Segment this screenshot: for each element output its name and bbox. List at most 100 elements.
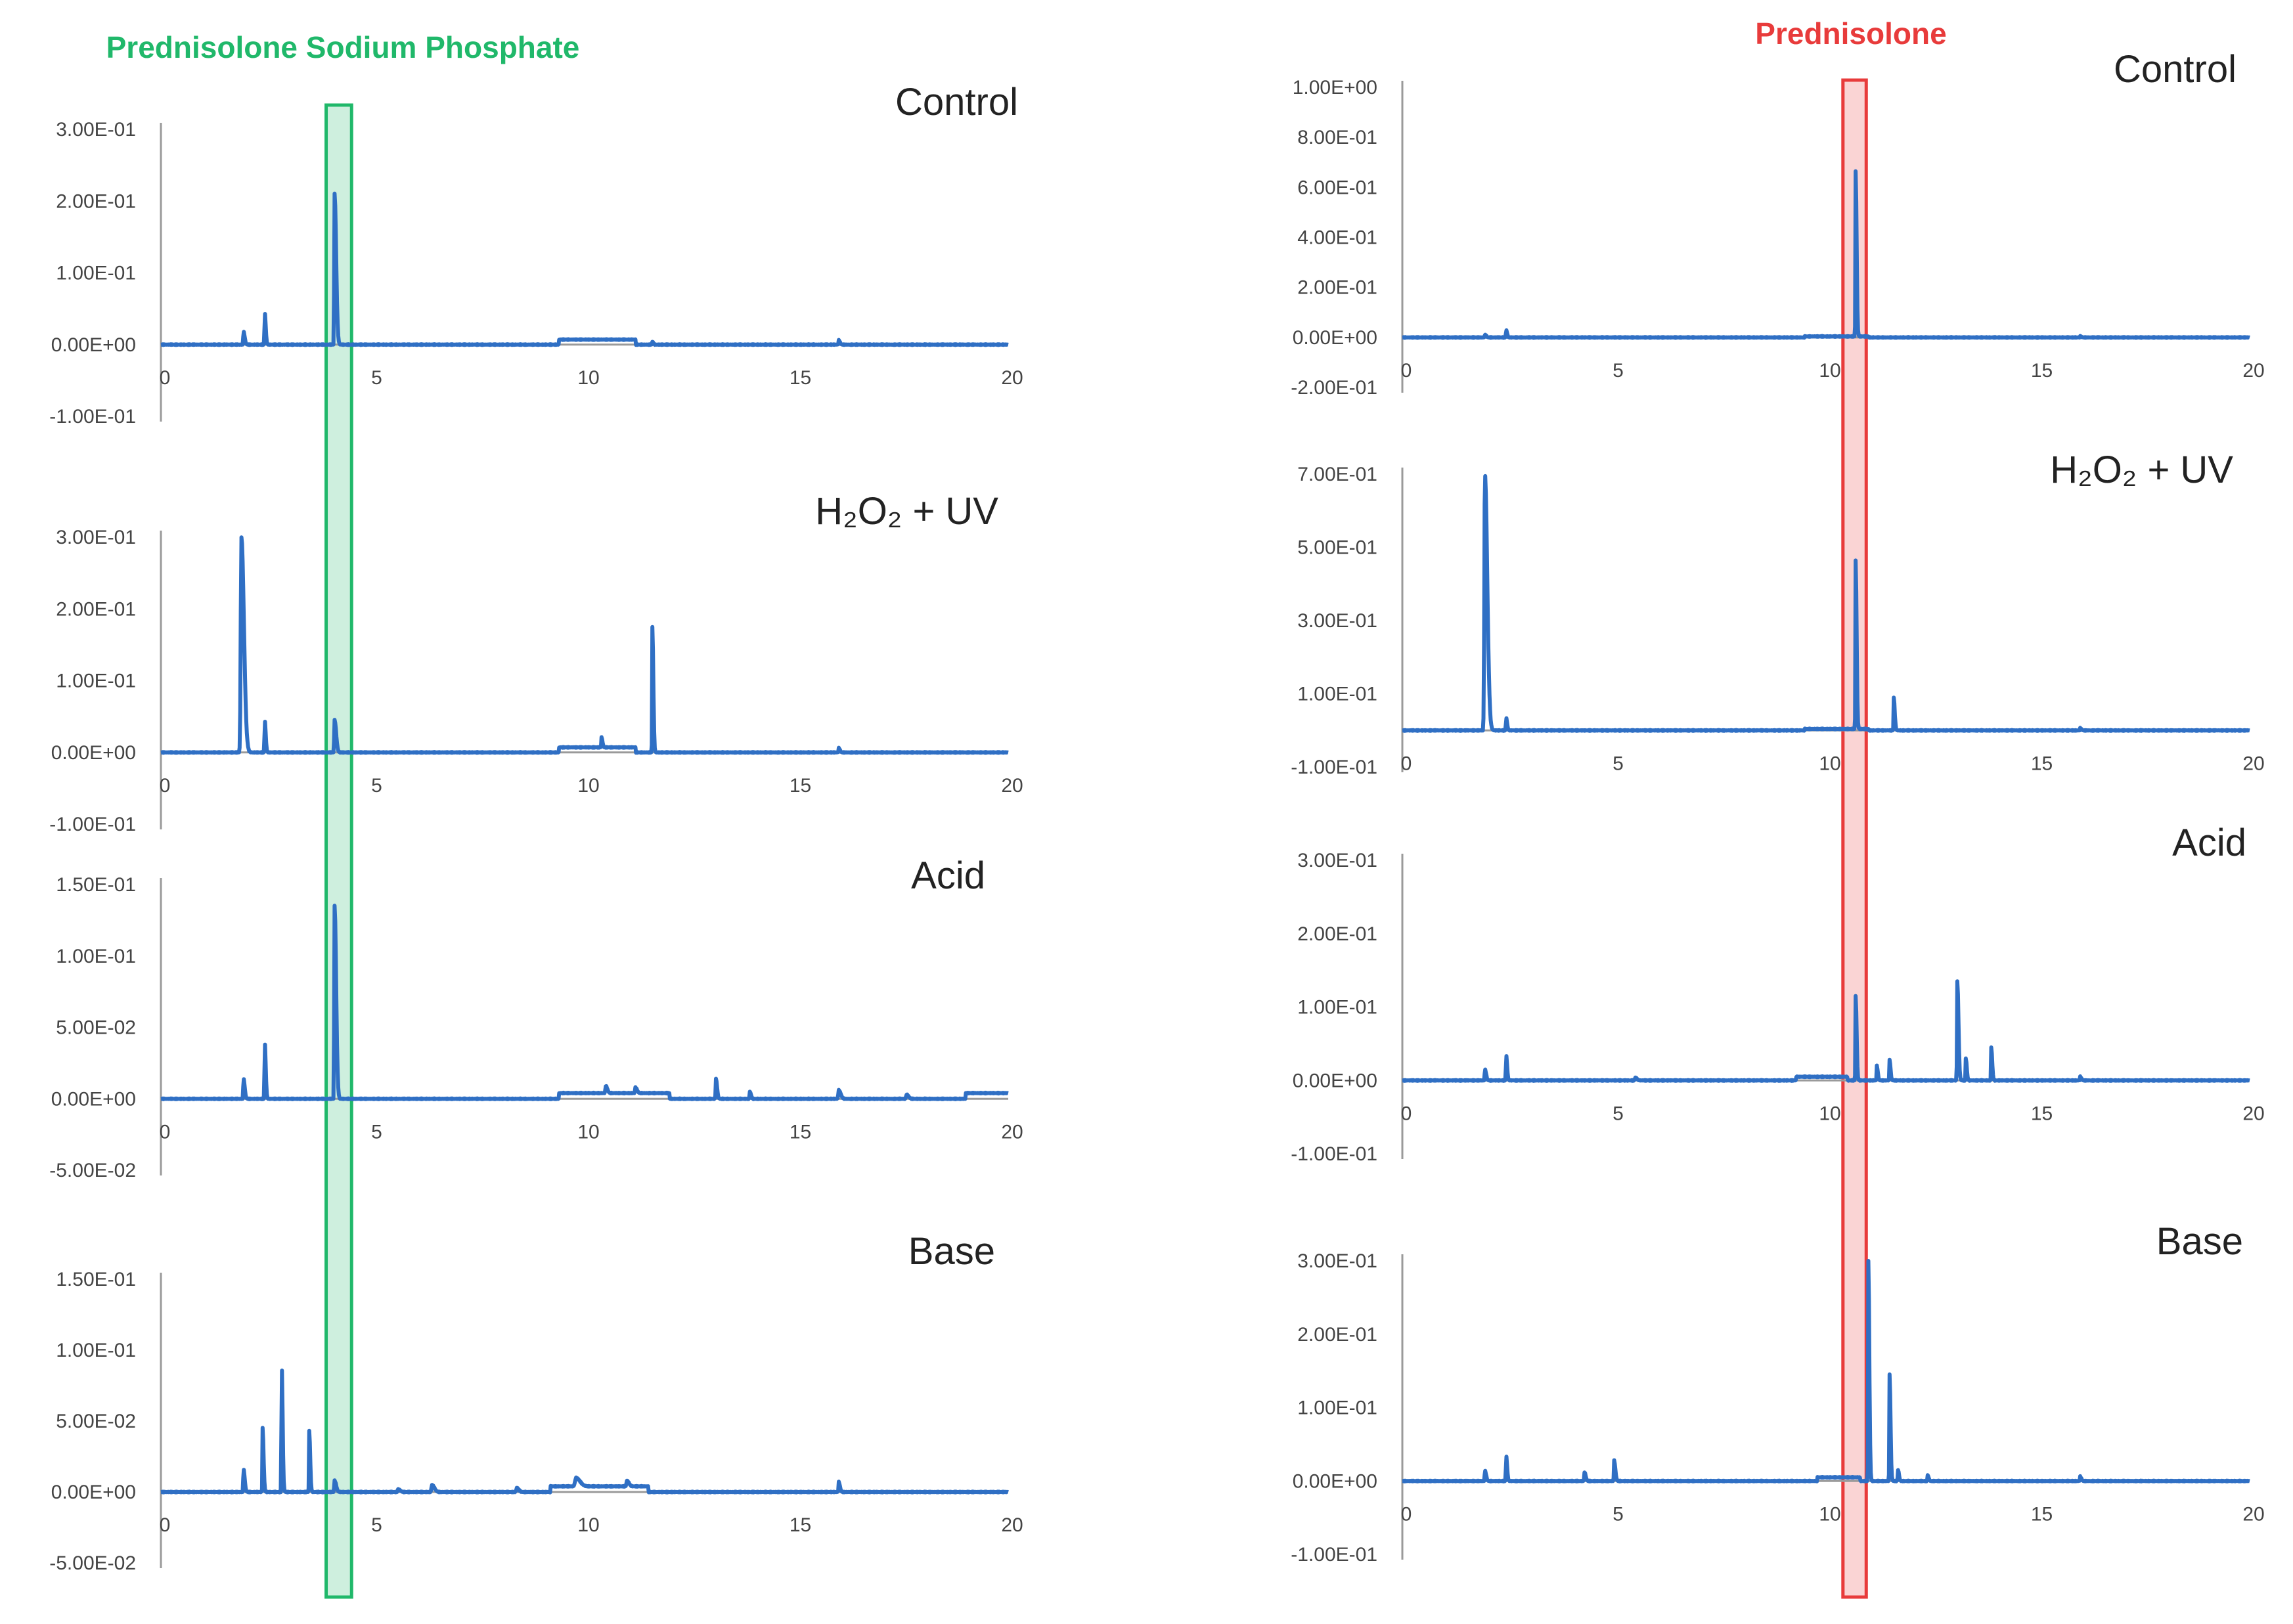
- x-tick-label: 5: [371, 775, 382, 797]
- y-tick-label: 0.00E+00: [1293, 1470, 1377, 1492]
- y-tick-label: 1.50E-01: [56, 1269, 136, 1290]
- y-tick-label: 2.00E-01: [1297, 923, 1377, 945]
- y-tick-label: 3.00E-01: [1297, 850, 1377, 871]
- x-tick-label: 10: [1819, 753, 1840, 774]
- x-tick-label: 20: [1001, 1514, 1023, 1536]
- x-tick-label: 10: [577, 1121, 599, 1143]
- chart-panel-8: 3.00E-01 2.00E-01 1.00E-01 0.00E+00 -1.00E-0…: [1291, 1220, 2264, 1566]
- y-tick-label: 1.00E-01: [56, 263, 136, 284]
- panel-label: H₂O₂ + UV: [2050, 449, 2233, 491]
- y-tick-label: 0.00E+00: [51, 1088, 136, 1110]
- x-tick-label: 5: [371, 367, 382, 389]
- x-tick-label: 20: [2242, 360, 2264, 382]
- y-tick-label: -1.00E-01: [49, 406, 136, 428]
- panel-label: H₂O₂ + UV: [815, 490, 998, 533]
- x-tick-label: 15: [790, 1514, 811, 1536]
- y-tick-label: 5.00E-01: [1297, 537, 1377, 559]
- chart-panel-6: 7.00E-01 5.00E-01 3.00E-01 1.00E-01 -1.00E-0…: [1291, 449, 2264, 778]
- panel-label: Acid: [911, 854, 985, 897]
- y-tick-label: -1.00E-01: [1291, 1544, 1377, 1566]
- x-tick-label: 0: [1401, 1103, 1412, 1124]
- y-tick-label: 2.00E-01: [56, 190, 136, 212]
- y-tick-label: 2.00E-01: [1297, 1324, 1377, 1346]
- panel-label: Base: [908, 1230, 995, 1273]
- x-tick-label: 5: [1613, 1503, 1624, 1525]
- chromatogram-trace: [159, 904, 1010, 1101]
- x-tick-label: 0: [160, 1121, 171, 1143]
- x-tick-label: 0: [160, 367, 171, 389]
- y-tick-label: 0.00E+00: [51, 334, 136, 356]
- chart-panel-4: 1.50E-01 1.00E-01 5.00E-02 0.00E+00 -5.00E-0…: [49, 1230, 1023, 1574]
- y-tick-label: 5.00E-02: [56, 1411, 136, 1432]
- group-title-left: Prednisolone Sodium Phosphate: [106, 30, 580, 64]
- y-tick-label: -2.00E-01: [1291, 377, 1377, 399]
- chromatogram-trace: [1400, 1259, 2252, 1483]
- x-tick-label: 10: [577, 1514, 599, 1536]
- chromatogram-trace: [159, 1369, 1010, 1495]
- panel-label: Control: [2114, 48, 2237, 91]
- x-tick-label: 5: [371, 1514, 382, 1536]
- group-title-right: Prednisolone: [1755, 16, 1946, 51]
- y-tick-label: 6.00E-01: [1297, 177, 1377, 198]
- x-tick-label: 20: [2242, 1103, 2264, 1124]
- chromatogram-trace: [1400, 473, 2252, 733]
- highlight-band-left: [324, 103, 353, 1599]
- x-tick-label: 5: [371, 1121, 382, 1143]
- y-tick-label: 1.00E-01: [56, 946, 136, 967]
- y-tick-label: 2.00E-01: [56, 598, 136, 620]
- x-tick-label: 15: [790, 367, 811, 389]
- x-tick-label: 10: [1819, 360, 1840, 382]
- x-tick-label: 10: [577, 775, 599, 797]
- chromatogram-trace: [159, 191, 1010, 347]
- x-tick-label: 10: [1819, 1103, 1840, 1124]
- y-tick-label: -1.00E-01: [49, 814, 136, 835]
- x-tick-label: 15: [2031, 1103, 2053, 1124]
- x-tick-label: 20: [1001, 775, 1023, 797]
- x-tick-label: 0: [1401, 1503, 1412, 1525]
- y-tick-label: 0.00E+00: [1293, 327, 1377, 349]
- x-tick-label: 15: [2031, 360, 2053, 382]
- y-tick-label: 1.00E-01: [1297, 1397, 1377, 1419]
- y-tick-label: -5.00E-02: [49, 1160, 136, 1181]
- y-tick-label: 8.00E-01: [1297, 127, 1377, 148]
- x-tick-label: 5: [1613, 360, 1624, 382]
- y-tick-label: 5.00E-02: [56, 1017, 136, 1039]
- chromatogram-trace: [1400, 979, 2252, 1083]
- y-tick-label: 3.00E-01: [1297, 610, 1377, 632]
- y-tick-label: 2.00E-01: [1297, 277, 1377, 299]
- y-tick-label: 3.00E-01: [1297, 1250, 1377, 1272]
- x-tick-label: 5: [1613, 753, 1624, 774]
- chart-panel-7: 3.00E-01 2.00E-01 1.00E-01 0.00E+00 -1.00E-0…: [1291, 822, 2264, 1165]
- chart-panel-2: 3.00E-01 2.00E-01 1.00E-01 0.00E+00 -1.00E-0…: [49, 490, 1023, 835]
- x-tick-label: 10: [577, 367, 599, 389]
- x-tick-label: 0: [160, 1514, 171, 1536]
- y-tick-label: 3.00E-01: [56, 119, 136, 141]
- x-tick-label: 20: [2242, 753, 2264, 774]
- y-tick-label: 1.00E-01: [56, 1340, 136, 1361]
- panel-label: Acid: [2172, 822, 2246, 864]
- x-tick-label: 15: [790, 775, 811, 797]
- panel-label: Base: [2156, 1220, 2243, 1263]
- y-tick-label: -5.00E-02: [49, 1552, 136, 1574]
- chart-panel-5: 1.00E+00 8.00E-01 6.00E-01 4.00E-01 2.00E-01…: [1291, 48, 2264, 399]
- x-tick-label: 0: [160, 775, 171, 797]
- y-tick-label: 1.50E-01: [56, 874, 136, 896]
- y-tick-label: 1.00E-01: [1297, 997, 1377, 1019]
- x-tick-label: 20: [1001, 367, 1023, 389]
- y-tick-label: 0.00E+00: [51, 742, 136, 764]
- x-tick-label: 15: [790, 1121, 811, 1143]
- x-tick-label: 20: [2242, 1503, 2264, 1525]
- y-tick-label: 3.00E-01: [56, 527, 136, 548]
- y-tick-label: 1.00E-01: [1297, 684, 1377, 705]
- y-tick-label: 1.00E+00: [1293, 77, 1377, 99]
- panel-label: Control: [895, 81, 1018, 123]
- chromatogram-trace: [159, 535, 1010, 755]
- y-tick-label: -1.00E-01: [1291, 757, 1377, 778]
- y-tick-label: 1.00E-01: [56, 670, 136, 692]
- x-tick-label: 0: [1401, 360, 1412, 382]
- chart-panel-1: 3.00E-01 2.00E-01 1.00E-01 0.00E+00 -1.00E-0…: [49, 81, 1023, 428]
- y-tick-label: 0.00E+00: [1293, 1070, 1377, 1091]
- x-tick-label: 15: [2031, 1503, 2053, 1525]
- x-tick-label: 10: [1819, 1503, 1840, 1525]
